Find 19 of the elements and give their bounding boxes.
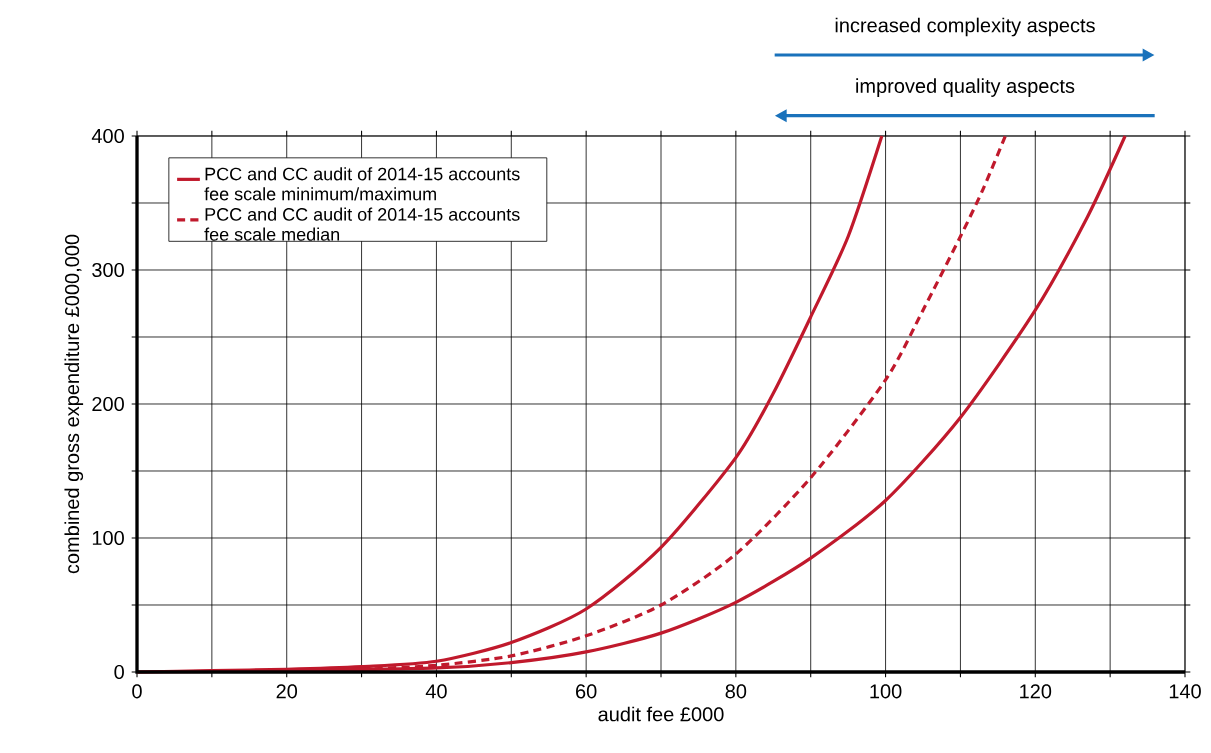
x-axis-title: audit fee £000 [598,706,724,722]
x-tick-label: 20 [276,684,298,699]
legend-label: PCC and CC audit of 2014-15 accounts fee scale minimum/maximum [204,167,520,201]
text: improved quality aspects [856,78,1075,97]
x-tick-label: 100 [870,684,902,699]
x-tick-label: 40 [425,684,447,699]
x-tick-label: 140 [1169,684,1201,699]
y-tick-label: 200 [92,396,124,412]
x-tick-label: 80 [725,684,747,699]
y-tick-label: 300 [92,262,124,278]
y-axis-title: combined gross expenditure £000,000 [64,234,84,574]
x-tick-label: 0 [132,684,142,699]
x-tick-label: 120 [1020,684,1052,699]
text: increased complexity aspects [835,17,1095,37]
legend-label: PCC and CC audit of 2014-15 accounts fee scale median [204,207,520,241]
y-tick-label: 100 [92,530,124,546]
y-tick-label: 0 [114,664,124,680]
x-tick-label: 60 [576,684,597,699]
y-tick-label: 400 [91,128,124,144]
